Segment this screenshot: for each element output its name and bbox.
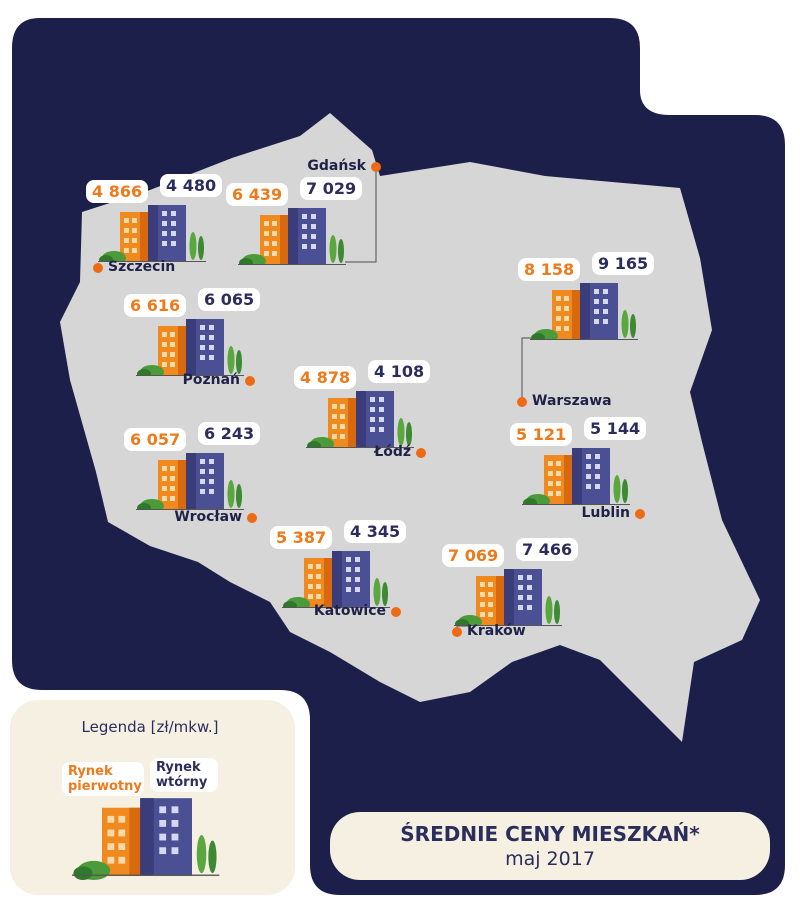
city-name: Gdańsk bbox=[307, 158, 366, 174]
secondary-price: 5 144 bbox=[584, 417, 647, 440]
city-dot bbox=[245, 376, 255, 386]
city-name: Kraków bbox=[467, 623, 526, 639]
city-name: Łódź bbox=[374, 444, 411, 460]
subtitle: maj 2017 bbox=[505, 848, 595, 870]
secondary-price: 6 243 bbox=[198, 422, 261, 445]
city-dot bbox=[247, 513, 257, 523]
legend-primary: Rynek pierwotny bbox=[62, 762, 144, 796]
city-name: Warszawa bbox=[532, 393, 612, 409]
title: ŚREDNIE CENY MIESZKAŃ* bbox=[400, 822, 700, 846]
secondary-price: 4 345 bbox=[344, 520, 407, 543]
connector bbox=[521, 337, 535, 402]
city-dot bbox=[391, 607, 401, 617]
city-name: Katowice bbox=[313, 603, 386, 619]
city-name: Wrocław bbox=[174, 509, 242, 525]
primary-price: 5 387 bbox=[270, 526, 333, 549]
primary-price: 6 616 bbox=[124, 294, 187, 317]
legend-title: Legenda [zł/mkw.] bbox=[81, 718, 219, 736]
secondary-price: 9 165 bbox=[592, 252, 655, 275]
primary-price: 5 121 bbox=[510, 423, 573, 446]
primary-price: 4 878 bbox=[294, 366, 357, 389]
secondary-price: 7 029 bbox=[300, 177, 363, 200]
city-dot bbox=[635, 509, 645, 519]
secondary-price: 4 108 bbox=[368, 360, 431, 383]
secondary-price: 4 480 bbox=[160, 174, 223, 197]
primary-price: 8 158 bbox=[518, 258, 581, 281]
city-dot bbox=[416, 448, 426, 458]
secondary-price: 6 065 bbox=[198, 288, 261, 311]
primary-price: 4 866 bbox=[86, 180, 149, 203]
primary-price: 6 439 bbox=[226, 183, 289, 206]
connector bbox=[345, 167, 377, 263]
legend-box bbox=[10, 700, 295, 895]
city-dot bbox=[371, 162, 381, 172]
legend-secondary: Rynek wtórny bbox=[150, 758, 218, 792]
primary-price: 6 057 bbox=[124, 428, 187, 451]
city-dot bbox=[517, 397, 527, 407]
secondary-price: 7 466 bbox=[516, 538, 579, 561]
city-name: Szczecin bbox=[108, 259, 176, 275]
primary-price: 7 069 bbox=[442, 544, 505, 567]
title-box bbox=[330, 812, 770, 880]
city-name: Lublin bbox=[581, 505, 630, 521]
city-name: Poznań bbox=[182, 372, 240, 388]
city-dot bbox=[452, 627, 462, 637]
city-dot bbox=[93, 263, 103, 273]
